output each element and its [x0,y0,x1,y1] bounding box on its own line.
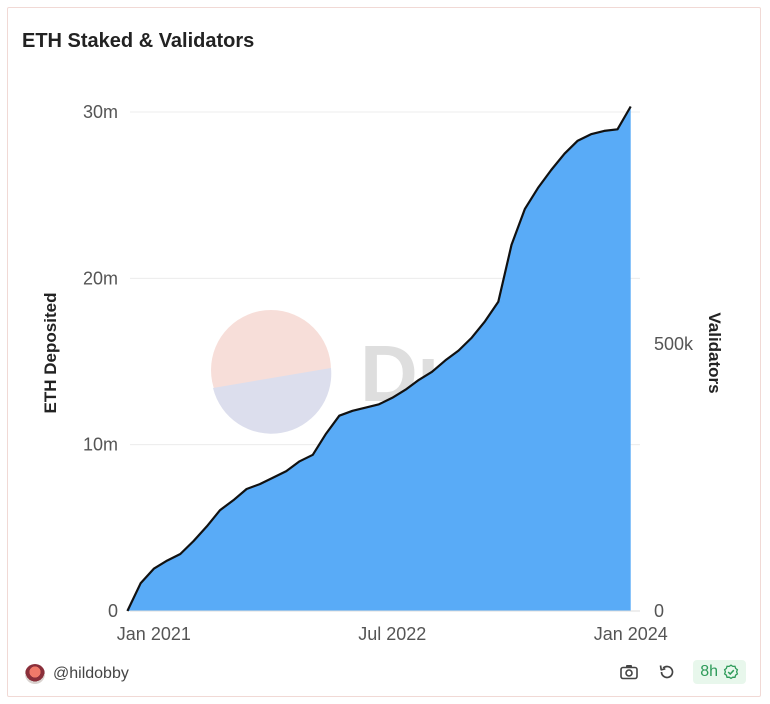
y-tick-label: 0 [108,601,118,621]
camera-icon[interactable] [617,660,641,684]
y2-tick-label: 500k [654,334,694,354]
card-actions: 8h [617,660,746,684]
eth-deposited-area [127,106,631,611]
y-axis-ticks: 0 10m 20m 30m [83,102,118,621]
y-tick-label: 30m [83,102,118,122]
avatar [25,664,45,684]
y-tick-label: 20m [83,268,118,288]
eth-deposited-line [126,105,632,612]
refresh-status-badge[interactable]: 8h [693,660,746,684]
x-tick-label: Jan 2024 [594,624,668,644]
x-tick-label: Jul 2022 [358,624,426,644]
chart-title: ETH Staked & Validators [22,30,255,52]
y2-tick-label: 0 [654,601,664,621]
x-axis-ticks: Jan 2021 Jul 2022 Jan 2024 [117,624,668,644]
author-link[interactable]: @hildobby [25,664,129,684]
y2-axis-label: Validators [705,312,724,393]
check-circle-icon [723,664,739,680]
y2-axis-ticks: 0 500k [654,334,694,621]
chart-footer: @hildobby 8h [8,658,762,694]
refresh-icon[interactable] [655,660,679,684]
y-tick-label: 10m [83,435,118,455]
y-axis-label: ETH Deposited [41,293,60,414]
x-tick-label: Jan 2021 [117,624,191,644]
refresh-age: 8h [700,663,718,680]
chart-card: ETH Staked & Validators Dune 010m20m30m … [7,7,761,697]
author-name: @hildobby [53,665,129,682]
dune-logo-lower-icon [213,368,332,434]
